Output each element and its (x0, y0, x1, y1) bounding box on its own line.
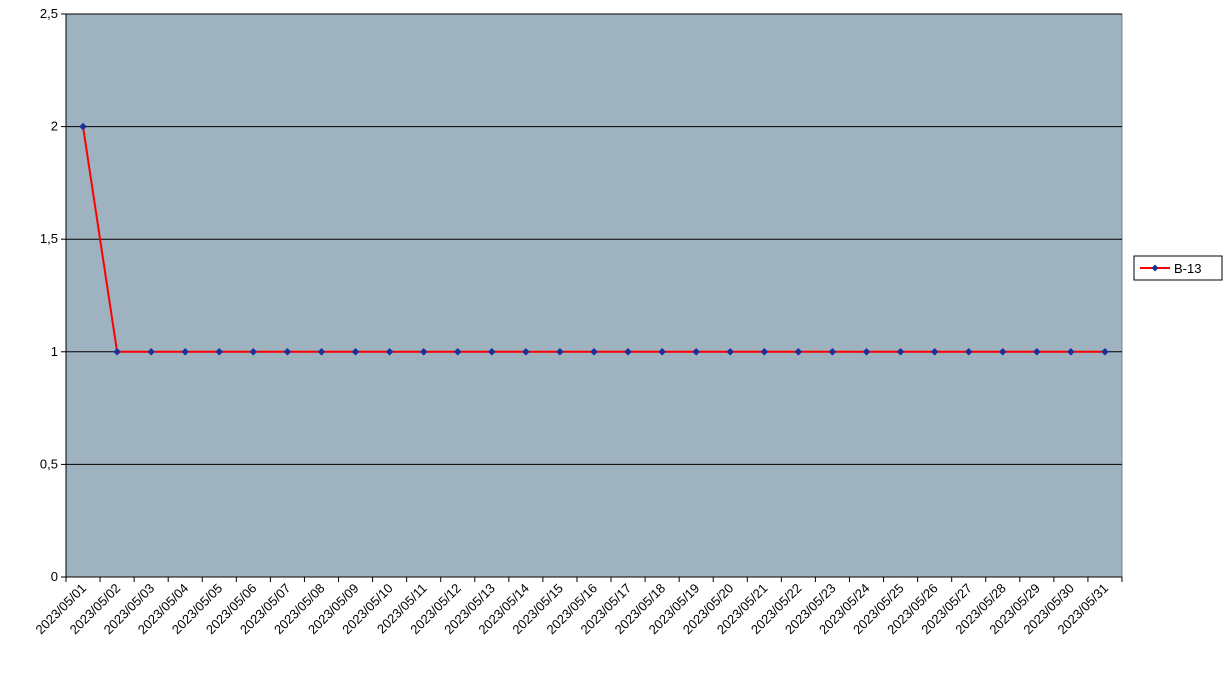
data-point (113, 347, 121, 356)
y-tick-label: 2 (51, 119, 58, 134)
data-point (522, 347, 530, 356)
y-tick-label: 0,5 (40, 456, 58, 471)
data-point (181, 347, 190, 356)
data-point (453, 347, 462, 356)
data-point (385, 347, 394, 356)
data-point (283, 347, 292, 356)
data-point (862, 347, 871, 356)
data-point (487, 347, 496, 356)
data-point (317, 347, 326, 356)
data-point (760, 347, 769, 356)
data-point (249, 347, 258, 356)
series-layer (79, 122, 1109, 356)
plot-area (65, 13, 1123, 578)
data-point (215, 347, 224, 356)
y-tick-label: 2,5 (40, 6, 58, 21)
data-point (658, 347, 666, 356)
data-point (726, 347, 735, 356)
data-point (794, 347, 803, 356)
data-point (624, 347, 632, 356)
data-point (1101, 347, 1109, 356)
data-point (1032, 347, 1041, 356)
data-point (828, 347, 837, 356)
data-point (998, 347, 1007, 356)
data-point (896, 347, 905, 356)
y-tick-label: 1,5 (40, 231, 58, 246)
data-point (147, 347, 156, 356)
data-point (590, 347, 598, 356)
data-point (1067, 347, 1075, 356)
data-point (692, 347, 701, 356)
data-point (964, 347, 973, 356)
legend-label: B-13 (1174, 261, 1201, 276)
data-point (556, 347, 564, 356)
legend-swatch-marker (1151, 264, 1159, 272)
data-point (419, 347, 428, 356)
plot-background (65, 13, 1123, 578)
y-tick-label: 1 (51, 344, 58, 359)
legend: B-13 (1133, 255, 1223, 281)
y-tick-label: 0 (51, 569, 58, 584)
data-point (79, 122, 87, 131)
data-point (351, 347, 360, 356)
data-point (930, 347, 939, 356)
